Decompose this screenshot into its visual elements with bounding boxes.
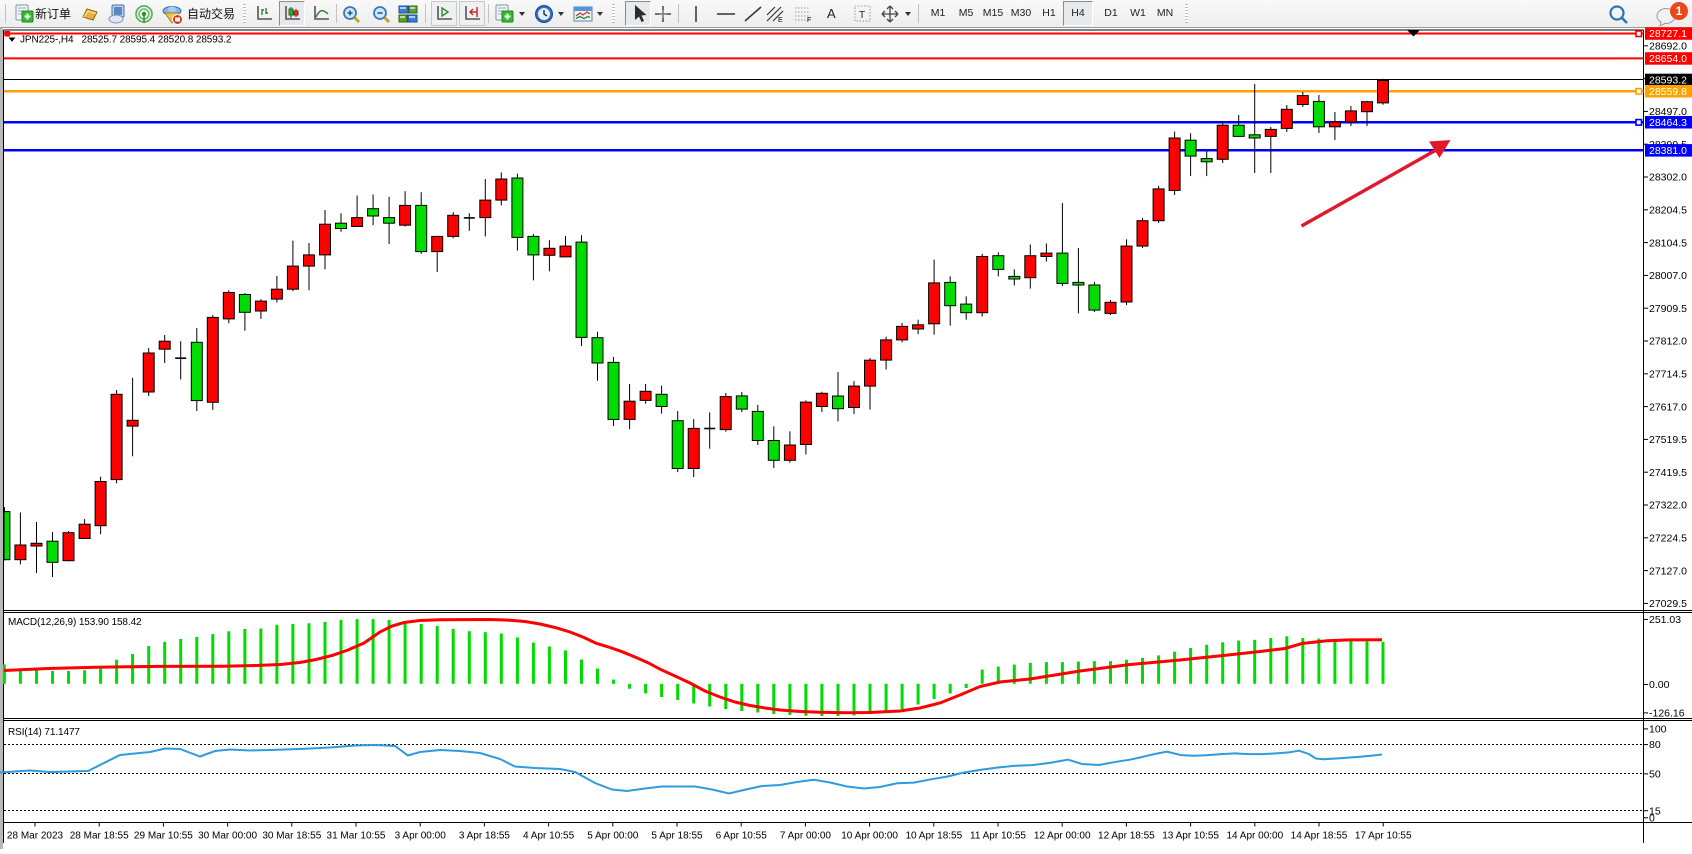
svg-text:30 Mar 00:00: 30 Mar 00:00 [198,831,257,842]
svg-text:RSI(14) 71.1477: RSI(14) 71.1477 [8,727,80,738]
svg-text:28104.5: 28104.5 [1649,237,1687,249]
svg-text:28007.0: 28007.0 [1649,270,1687,282]
svg-text:27909.5: 27909.5 [1649,303,1687,315]
svg-text:0: 0 [1649,813,1655,825]
svg-text:80: 80 [1649,739,1661,751]
svg-text:28497.0: 28497.0 [1649,106,1687,118]
svg-text:27617.0: 27617.0 [1649,401,1687,413]
svg-text:15: 15 [1649,805,1661,817]
svg-text:3 Apr 00:00: 3 Apr 00:00 [395,831,447,842]
svg-text:JPN225-,H4 28525.7 28595.4 2: JPN225-,H4 28525.7 28595.4 28520.8 28593… [20,35,232,46]
svg-text:31 Mar 10:55: 31 Mar 10:55 [327,831,386,842]
svg-text:3 Apr 18:55: 3 Apr 18:55 [459,831,511,842]
svg-text:28464.3: 28464.3 [1649,117,1687,129]
svg-text:27224.5: 27224.5 [1649,533,1687,545]
svg-text:28381.0: 28381.0 [1649,145,1687,157]
svg-text:4 Apr 10:55: 4 Apr 10:55 [523,831,575,842]
svg-text:F: F [807,17,811,23]
svg-text:1: 1 [1676,4,1683,18]
svg-text:-126.16: -126.16 [1649,708,1685,720]
svg-text:27419.5: 27419.5 [1649,467,1687,479]
svg-text:5 Apr 00:00: 5 Apr 00:00 [587,831,639,842]
svg-text:14 Apr 00:00: 14 Apr 00:00 [1226,831,1283,842]
svg-text:7 Apr 00:00: 7 Apr 00:00 [780,831,832,842]
svg-text:251.03: 251.03 [1649,614,1681,626]
svg-text:27029.5: 27029.5 [1649,598,1687,610]
svg-text:0.00: 0.00 [1649,679,1670,691]
svg-text:28692.0: 28692.0 [1649,41,1687,53]
svg-text:29 Mar 10:55: 29 Mar 10:55 [134,831,193,842]
svg-text:12 Apr 18:55: 12 Apr 18:55 [1098,831,1155,842]
svg-text:5 Apr 18:55: 5 Apr 18:55 [651,831,703,842]
svg-text:MACD(12,26,9) 153.90 158.42: MACD(12,26,9) 153.90 158.42 [8,617,142,628]
svg-text:13 Apr 10:55: 13 Apr 10:55 [1162,831,1219,842]
svg-text:27127.0: 27127.0 [1649,565,1687,577]
svg-text:28204.5: 28204.5 [1649,205,1687,217]
svg-text:10 Apr 00:00: 10 Apr 00:00 [841,831,898,842]
svg-text:27322.0: 27322.0 [1649,500,1687,512]
svg-text:28 Mar 18:55: 28 Mar 18:55 [70,831,129,842]
svg-text:14 Apr 18:55: 14 Apr 18:55 [1291,831,1348,842]
svg-text:11 Apr 10:55: 11 Apr 10:55 [970,831,1026,842]
svg-text:T: T [859,10,865,21]
svg-text:27519.5: 27519.5 [1649,434,1687,446]
svg-text:27714.5: 27714.5 [1649,369,1687,381]
svg-text:E: E [778,17,783,23]
svg-text:10 Apr 18:55: 10 Apr 18:55 [905,831,962,842]
svg-text:28654.0: 28654.0 [1649,53,1687,65]
svg-text:28 Mar 2023: 28 Mar 2023 [7,831,64,842]
svg-text:17 Apr 10:55: 17 Apr 10:55 [1355,831,1412,842]
svg-text:28727.1: 28727.1 [1649,28,1687,40]
svg-text:12 Apr 00:00: 12 Apr 00:00 [1034,831,1091,842]
svg-text:28302.0: 28302.0 [1649,172,1687,184]
svg-text:50: 50 [1649,769,1661,781]
svg-text:100: 100 [1649,724,1667,736]
svg-text:28593.2: 28593.2 [1649,75,1687,87]
svg-text:30 Mar 18:55: 30 Mar 18:55 [262,831,321,842]
svg-text:27812.0: 27812.0 [1649,336,1687,348]
svg-text:6 Apr 10:55: 6 Apr 10:55 [716,831,768,842]
svg-text:28559.8: 28559.8 [1649,86,1687,98]
